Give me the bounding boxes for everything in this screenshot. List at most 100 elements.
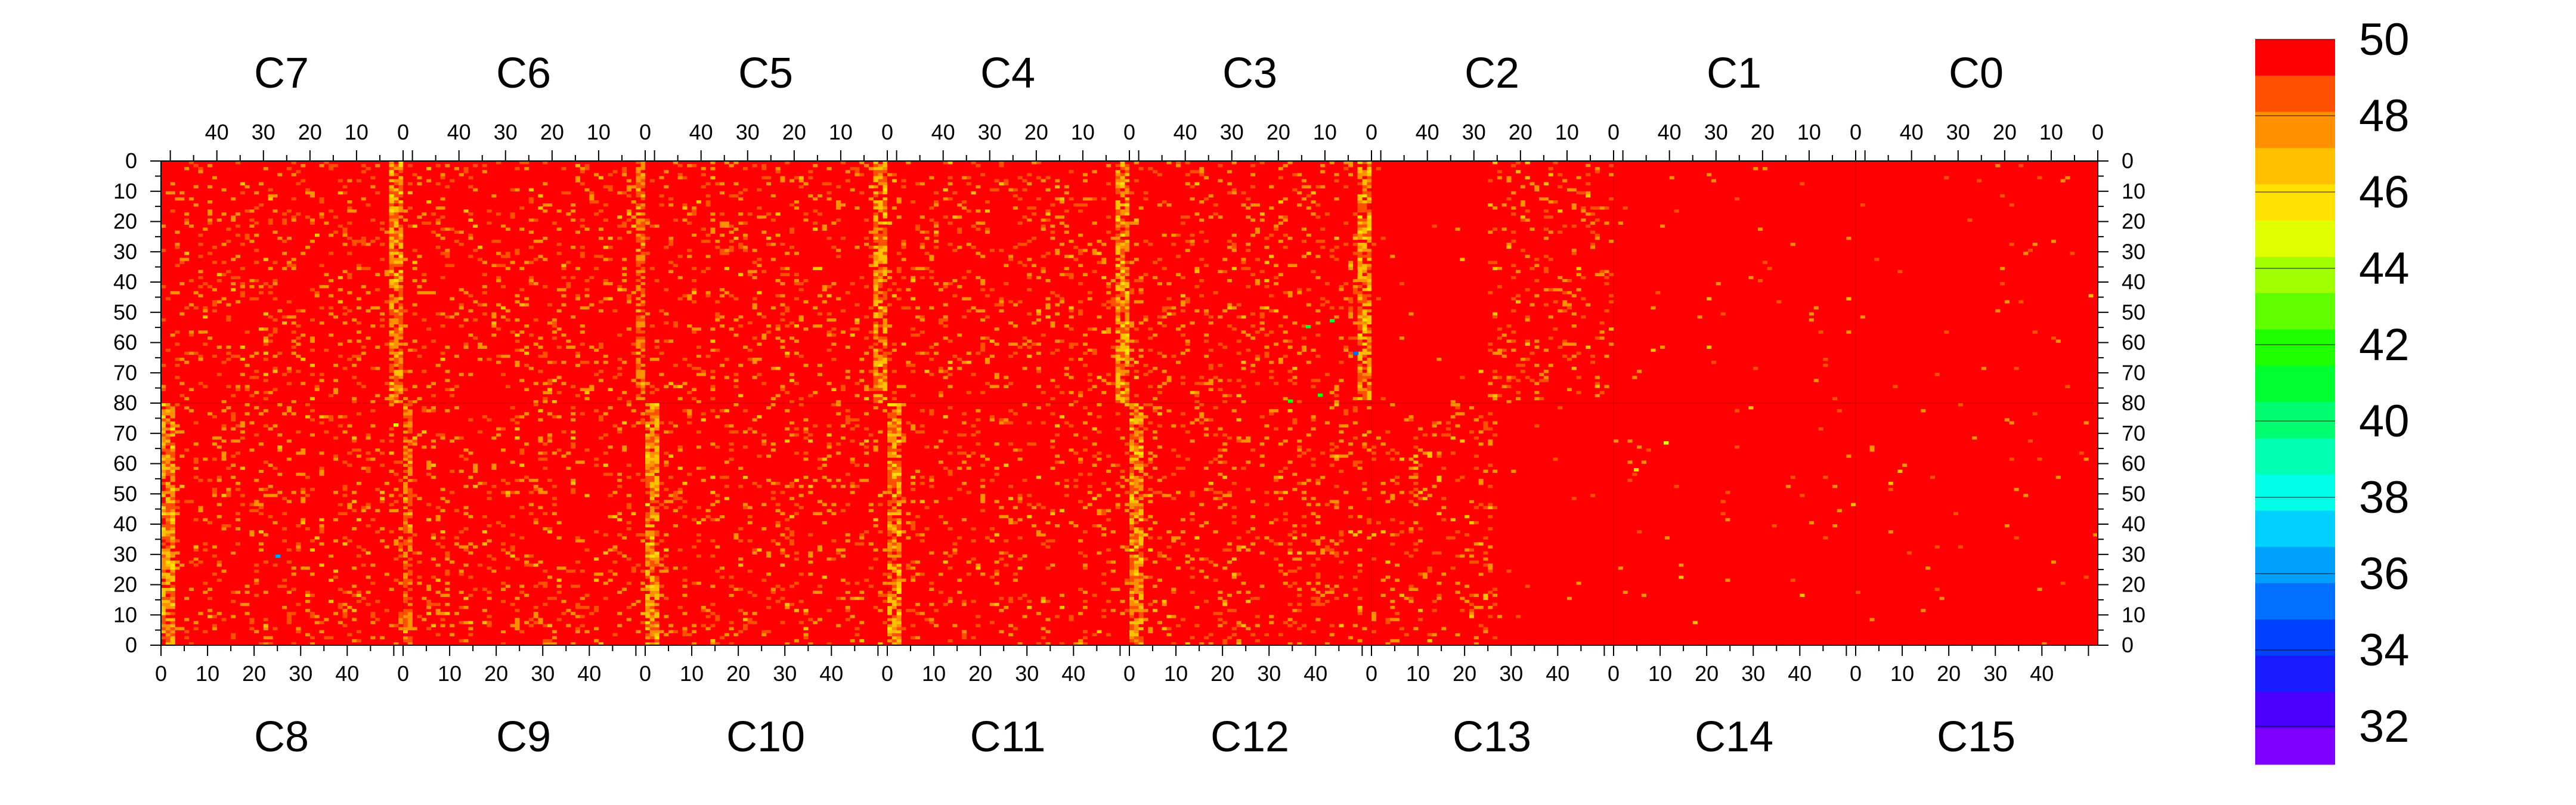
heatmap-cell <box>748 297 753 300</box>
heatmap-cell <box>375 273 380 276</box>
heatmap-cell <box>398 312 403 315</box>
heatmap-cell <box>1292 173 1297 176</box>
heatmap-cell <box>166 555 171 558</box>
heatmap-cell <box>166 600 171 603</box>
heatmap-cell <box>733 385 738 388</box>
heatmap-cell <box>1325 282 1330 285</box>
heatmap-cell <box>236 388 240 391</box>
heatmap-cell <box>166 297 171 300</box>
heatmap-cell <box>627 218 631 221</box>
heatmap-cell <box>1078 234 1083 237</box>
heatmap-cell <box>640 324 645 327</box>
heatmap-cell <box>1367 361 1371 364</box>
heatmap-cell <box>1218 222 1222 225</box>
heatmap-cell <box>603 218 608 221</box>
heatmap-cell <box>1125 170 1129 173</box>
heatmap-cell <box>1367 291 1371 294</box>
heatmap-cell <box>1055 294 1060 297</box>
heatmap-cell <box>171 621 175 624</box>
heatmap-cell <box>236 439 240 442</box>
heatmap-cell <box>580 218 585 221</box>
heatmap-cell <box>394 321 398 324</box>
heatmap-cell <box>729 240 734 243</box>
heatmap-cell <box>1125 191 1129 194</box>
heatmap-cell <box>394 397 398 400</box>
heatmap-cell <box>1367 343 1371 346</box>
heatmap-cell <box>883 176 887 179</box>
heatmap-cell <box>640 336 645 339</box>
heatmap-cell <box>301 497 305 500</box>
heatmap-cell <box>892 282 897 285</box>
heatmap-cell <box>585 361 590 364</box>
heatmap-cell <box>575 364 580 367</box>
heatmap-cell <box>380 324 385 327</box>
heatmap-cell <box>650 388 655 391</box>
heatmap-cell <box>296 336 301 339</box>
heatmap-cell <box>612 294 617 297</box>
heatmap-cell <box>1269 294 1274 297</box>
heatmap-cell <box>878 185 883 188</box>
heatmap-cell <box>491 194 496 197</box>
heatmap-cell <box>1763 261 1767 264</box>
heatmap-cell <box>198 382 203 385</box>
heatmap-cell <box>217 578 222 581</box>
heatmap-cell <box>1362 209 1367 212</box>
heatmap-cell <box>1199 382 1204 385</box>
heatmap-cell <box>640 349 645 352</box>
heatmap-cell <box>1036 385 1041 388</box>
heatmap-cell <box>878 379 883 382</box>
heatmap-cell <box>1241 191 1246 194</box>
heatmap-cell <box>1162 234 1167 237</box>
heatmap-cell <box>1335 370 1339 373</box>
heatmap-cell <box>1534 294 1539 297</box>
heatmap-cell <box>1521 312 1525 315</box>
heatmap-cell <box>370 367 375 370</box>
heatmap-cell <box>878 333 883 336</box>
heatmap-cell <box>780 388 785 391</box>
heatmap-cell <box>869 288 874 291</box>
heatmap-cell <box>175 566 179 569</box>
heatmap-cell <box>887 203 892 206</box>
heatmap-cell <box>166 428 171 431</box>
heatmap-cell <box>478 246 482 249</box>
heatmap-cell <box>249 533 254 536</box>
heatmap-cell <box>171 431 175 434</box>
heatmap-cell <box>1083 352 1088 355</box>
heatmap-cell <box>184 218 189 221</box>
heatmap-cell <box>385 273 389 276</box>
heatmap-cell <box>315 373 320 376</box>
heatmap-cell <box>878 206 883 209</box>
heatmap-cell <box>222 428 227 431</box>
heatmap-cell <box>1367 309 1371 312</box>
heatmap-cell <box>1287 237 1292 240</box>
heatmap-cell <box>1362 297 1367 300</box>
heatmap-cell <box>720 212 724 215</box>
heatmap-cell <box>780 304 785 306</box>
heatmap-cell <box>1367 173 1371 176</box>
heatmap-cell <box>1577 391 1581 394</box>
heatmap-cell <box>166 594 171 597</box>
heatmap-cell <box>161 428 166 431</box>
heatmap-cell <box>1078 209 1083 212</box>
heatmap-cell <box>1292 382 1297 385</box>
heatmap-cell <box>184 212 189 215</box>
heatmap-cell <box>166 418 171 421</box>
heatmap-cell <box>818 267 822 270</box>
heatmap-cell <box>911 339 915 342</box>
heatmap-cell <box>166 425 171 428</box>
heatmap-cell <box>883 330 887 333</box>
heatmap-cell <box>1106 339 1111 342</box>
heatmap-cell <box>305 457 310 460</box>
heatmap-cell <box>1101 276 1106 279</box>
heatmap-cell <box>1525 209 1530 212</box>
heatmap-cell <box>1255 255 1260 258</box>
heatmap-cell <box>911 279 915 282</box>
heatmap-cell <box>222 457 227 460</box>
heatmap-cell <box>1521 218 1525 221</box>
heatmap-cell <box>179 358 184 361</box>
heatmap-cell <box>171 627 175 630</box>
heatmap-cell <box>1567 279 1572 282</box>
heatmap-cell <box>324 222 329 225</box>
heatmap-cell <box>813 355 818 358</box>
heatmap-cell <box>878 367 883 370</box>
